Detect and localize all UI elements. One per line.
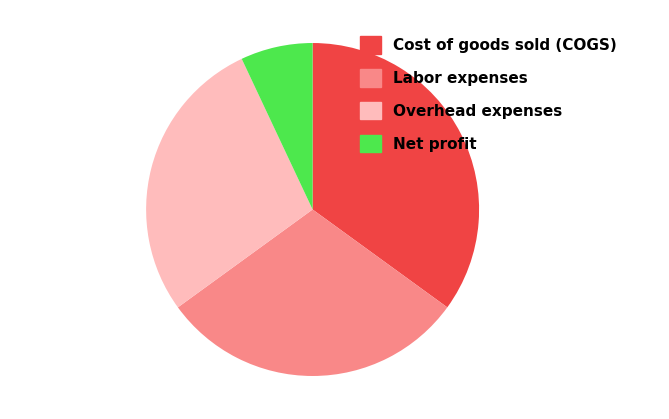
Wedge shape — [242, 43, 312, 210]
Wedge shape — [146, 59, 312, 308]
Wedge shape — [178, 210, 448, 376]
Legend: Cost of goods sold (COGS), Labor expenses, Overhead expenses, Net profit: Cost of goods sold (COGS), Labor expense… — [353, 30, 623, 158]
Wedge shape — [312, 43, 479, 308]
